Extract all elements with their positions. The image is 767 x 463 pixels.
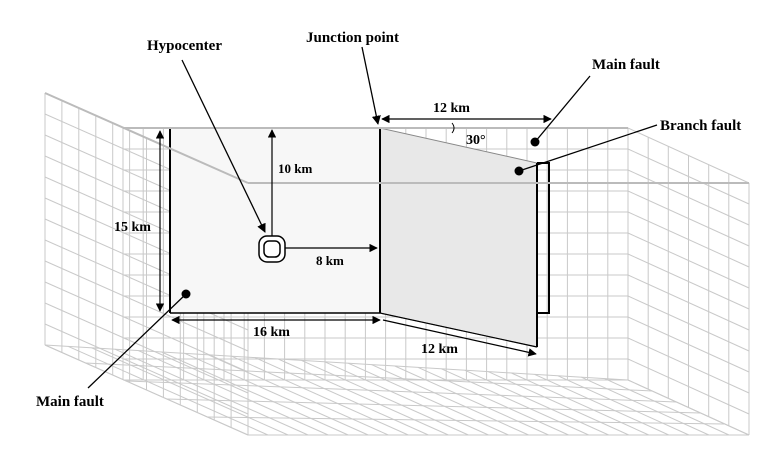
grid-right-line bbox=[627, 190, 750, 247]
grid-right-line bbox=[627, 274, 750, 331]
grid-right-line bbox=[627, 358, 750, 415]
grid-floor-line bbox=[394, 365, 549, 436]
grid-floor-line bbox=[184, 352, 369, 436]
grid-floor-line bbox=[207, 354, 389, 436]
grid-left-line bbox=[44, 302, 249, 394]
grid-floor-line bbox=[91, 347, 289, 436]
grid-floor-line bbox=[44, 344, 629, 381]
dim-12km-top-label: 12 km bbox=[433, 101, 470, 116]
grid-floor-line bbox=[138, 350, 329, 436]
grid-floor-line bbox=[161, 351, 349, 436]
grid-right-line bbox=[627, 316, 750, 373]
grid-floor-line bbox=[441, 368, 589, 436]
grid-floor-line bbox=[371, 364, 529, 436]
grid-right-line bbox=[627, 337, 750, 394]
junction-point-label: Junction point bbox=[306, 30, 399, 46]
main-fault-plane bbox=[170, 128, 380, 313]
branch-fault-label: Branch fault bbox=[660, 118, 741, 134]
grid-floor-line bbox=[534, 373, 670, 436]
grid-right-line bbox=[627, 379, 750, 436]
main-fault-bottom-leader bbox=[87, 293, 187, 389]
branch-fault-leader bbox=[518, 124, 658, 172]
grid-left-line bbox=[44, 260, 249, 352]
grid-left-line bbox=[44, 239, 249, 331]
grid-top-edge-diagonal bbox=[44, 92, 249, 184]
grid-floor-line bbox=[207, 416, 725, 425]
grid-floor-line bbox=[231, 355, 409, 436]
dim-15km-label: 15 km bbox=[114, 220, 151, 235]
grid-right-line bbox=[627, 127, 750, 184]
grid-floor-line bbox=[85, 362, 653, 392]
grid-floor-line bbox=[126, 380, 677, 403]
dim-8km-label: 8 km bbox=[316, 253, 344, 268]
main-fault-top-label: Main fault bbox=[592, 57, 660, 73]
grid-right-line bbox=[627, 253, 750, 310]
grid-floor-line bbox=[557, 375, 690, 436]
grid-floor-line bbox=[254, 357, 429, 436]
grid-floor-line bbox=[487, 371, 630, 436]
grid-floor bbox=[44, 344, 750, 436]
main-fault-top-leader bbox=[534, 75, 591, 143]
grid-floor-line bbox=[301, 359, 469, 436]
grid-floor-line bbox=[511, 372, 650, 436]
grid-right-line bbox=[627, 232, 750, 289]
grid-right-wall bbox=[627, 127, 750, 436]
hypocenter-leader bbox=[181, 59, 266, 233]
grid-left-line bbox=[44, 323, 249, 415]
dim-12km-bottom-arrow bbox=[382, 319, 537, 357]
hypocenter-label: Hypocenter bbox=[147, 38, 222, 54]
dim-10km-label: 10 km bbox=[278, 161, 312, 176]
junction-point-leader bbox=[361, 46, 381, 125]
grid-floor-line bbox=[44, 344, 249, 436]
dim-12km-bottom-label: 12 km bbox=[421, 342, 458, 357]
grid-floor-line bbox=[417, 366, 569, 436]
grid-floor-line bbox=[347, 362, 509, 436]
grid-right-line bbox=[627, 169, 750, 226]
dim-16km-label: 16 km bbox=[253, 325, 290, 340]
angle-arc bbox=[451, 122, 455, 134]
grid-floor-line bbox=[464, 369, 609, 436]
grid-floor-line bbox=[604, 378, 730, 436]
branch-fault-bottom-edge bbox=[379, 312, 538, 348]
main-fault-bottom-label: Main fault bbox=[36, 394, 104, 410]
grid-floor-line bbox=[324, 361, 489, 436]
grid-floor-line bbox=[581, 376, 710, 436]
grid-right-line bbox=[627, 148, 750, 205]
grid-floor-line bbox=[277, 358, 449, 436]
grid-floor-line bbox=[68, 345, 269, 436]
grid-floor-line bbox=[114, 348, 309, 436]
grid-right-line bbox=[627, 211, 750, 268]
grid-floor-line bbox=[166, 398, 701, 414]
hypocenter-marker bbox=[258, 235, 286, 263]
grid-right-line bbox=[627, 295, 750, 352]
branch-fault-plane bbox=[379, 127, 538, 348]
angle-label: 30° bbox=[466, 133, 486, 148]
